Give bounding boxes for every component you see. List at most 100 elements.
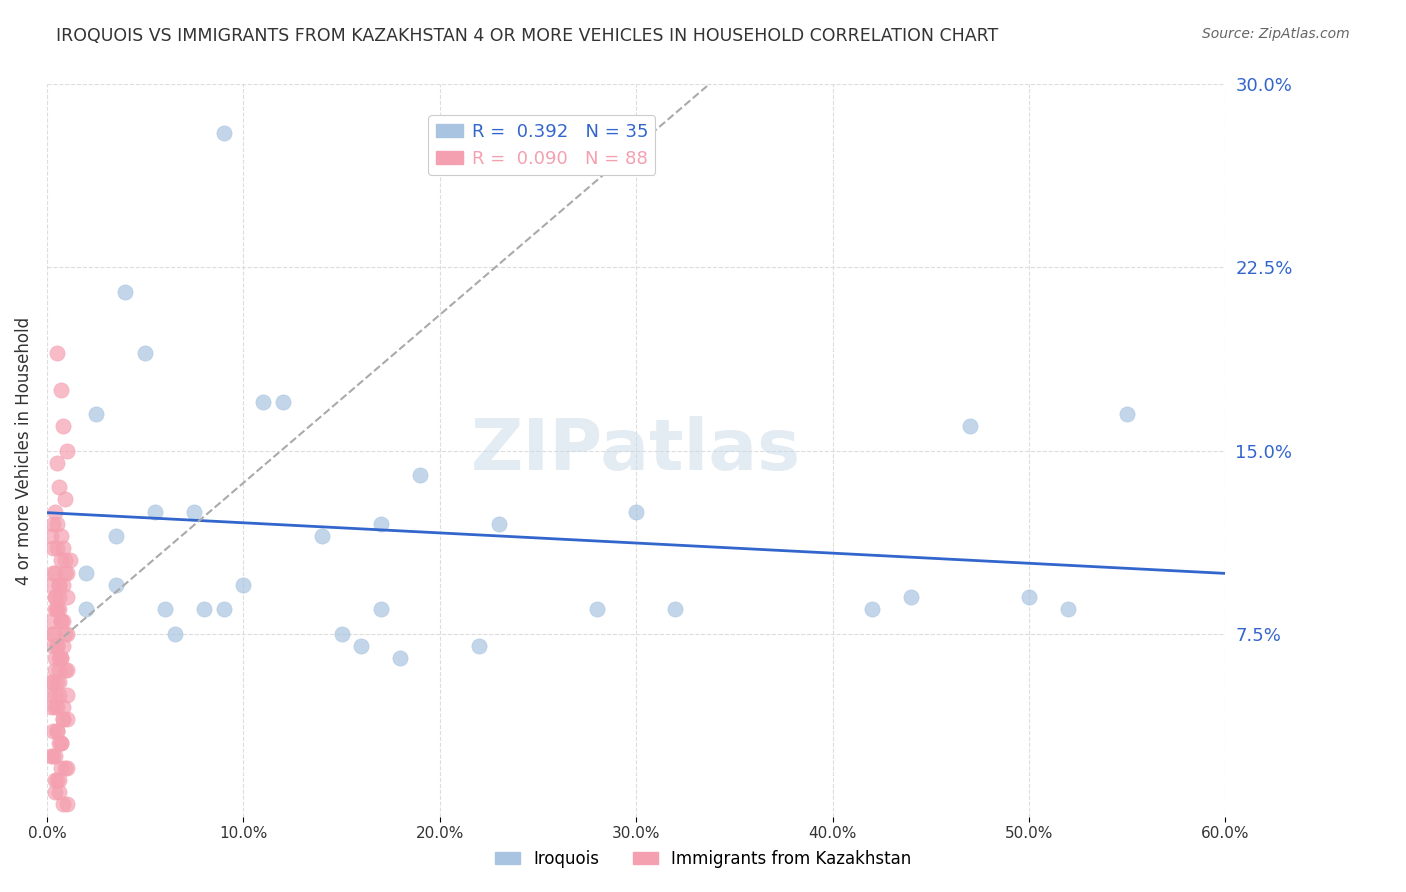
Point [42,626,65,640]
Point [55,663,77,677]
Point [52,541,75,556]
Point [39,615,62,629]
Point [370,602,392,616]
Point [104,529,127,543]
Point [84,407,107,421]
Point [45,516,67,531]
Point [42,516,65,531]
Point [370,516,392,531]
Point [52,615,75,629]
Point [45,699,67,714]
Point [45,724,67,739]
Point [44,590,66,604]
Point [44,785,66,799]
Point [183,504,205,518]
Point [55,566,77,580]
Point [55,688,77,702]
Point [900,590,922,604]
Point [48,675,70,690]
Point [330,626,353,640]
Point [44,748,66,763]
Point [350,639,373,653]
Y-axis label: 4 or more Vehicles in Household: 4 or more Vehicles in Household [15,317,32,584]
Point [45,639,67,653]
Point [48,651,70,665]
Point [468,639,491,653]
Point [53,663,76,677]
Point [252,394,274,409]
Point [48,578,70,592]
Point [44,651,66,665]
Point [163,626,186,640]
Point [42,724,65,739]
Point [39,688,62,702]
Point [48,772,70,787]
Legend: R =  0.392   N = 35, R =  0.090   N = 88: R = 0.392 N = 35, R = 0.090 N = 88 [429,115,655,175]
Point [42,541,65,556]
Point [55,626,77,640]
Point [212,126,235,140]
Point [39,529,62,543]
Point [52,699,75,714]
Text: ZIPatlas: ZIPatlas [471,416,801,485]
Point [664,602,686,616]
Point [143,504,166,518]
Point [55,590,77,604]
Point [624,504,647,518]
Point [48,578,70,592]
Point [48,736,70,750]
Point [49,553,72,567]
Point [1057,602,1080,616]
Point [49,615,72,629]
Point [55,443,77,458]
Point [59,553,82,567]
Point [45,456,67,470]
Point [75,602,97,616]
Point [39,578,62,592]
Point [39,748,62,763]
Point [45,724,67,739]
Point [45,639,67,653]
Text: IROQUOIS VS IMMIGRANTS FROM KAZAKHSTAN 4 OR MORE VEHICLES IN HOUSEHOLD CORRELATI: IROQUOIS VS IMMIGRANTS FROM KAZAKHSTAN 4… [56,27,998,45]
Point [232,578,254,592]
Point [55,712,77,726]
Point [44,772,66,787]
Point [53,566,76,580]
Point [44,663,66,677]
Point [53,761,76,775]
Point [52,712,75,726]
Point [75,566,97,580]
Point [104,578,127,592]
Point [52,712,75,726]
Point [52,578,75,592]
Text: Source: ZipAtlas.com: Source: ZipAtlas.com [1202,27,1350,41]
Point [48,590,70,604]
Point [49,383,72,397]
Point [114,285,136,299]
Point [49,615,72,629]
Point [44,566,66,580]
Point [44,602,66,616]
Point [49,736,72,750]
Point [586,602,609,616]
Point [49,529,72,543]
Point [55,761,77,775]
Point [409,467,432,482]
Point [49,651,72,665]
Point [42,566,65,580]
Point [53,492,76,507]
Point [52,797,75,812]
Point [42,675,65,690]
Point [959,419,981,434]
Point [55,797,77,812]
Point [42,639,65,653]
Point [45,541,67,556]
Point [1116,407,1139,421]
Point [52,639,75,653]
Point [860,602,883,616]
Point [48,688,70,702]
Point [153,602,176,616]
Point [45,602,67,616]
Point [488,516,510,531]
Point [53,553,76,567]
